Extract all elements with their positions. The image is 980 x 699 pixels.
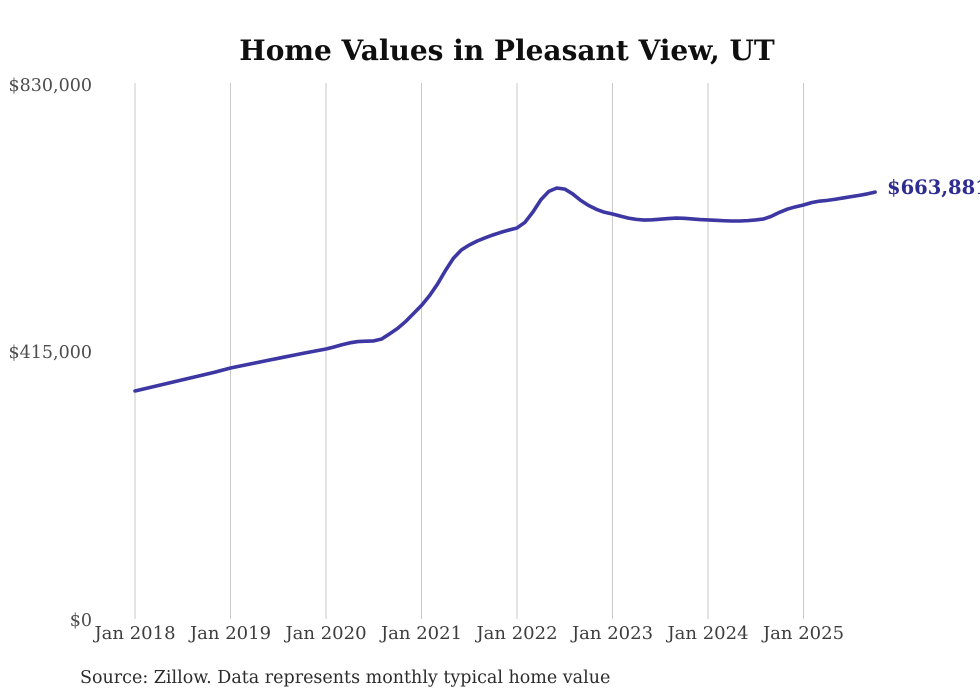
- y-axis-tick-label: $415,000: [8, 343, 92, 363]
- x-axis-tick-label: Jan 2020: [283, 623, 366, 644]
- x-axis-tick-label: Jan 2024: [665, 623, 748, 644]
- x-axis-tick-label: Jan 2019: [188, 623, 271, 644]
- chart-title: Home Values in Pleasant View, UT: [239, 34, 775, 67]
- y-axis-tick-label: $0: [70, 611, 92, 631]
- x-axis-tick-label: Jan 2022: [474, 623, 557, 644]
- gridlines: [134, 83, 804, 619]
- source-note: Source: Zillow. Data represents monthly …: [80, 668, 610, 688]
- x-axis-tick-label: Jan 2021: [379, 623, 462, 644]
- home-value-trend-line: [133, 186, 877, 393]
- x-axis-tick-label: Jan 2025: [761, 623, 844, 644]
- y-axis-tick-label: $830,000: [8, 76, 92, 96]
- current-value-label: $663,881: [887, 176, 980, 199]
- y-axis: $830,000 $415,000 $0: [8, 76, 92, 631]
- x-axis-tick-label: Jan 2023: [570, 623, 653, 644]
- x-axis: Jan 2018 Jan 2019 Jan 2020 Jan 2021 Jan …: [92, 623, 844, 644]
- x-axis-tick-label: Jan 2018: [92, 623, 175, 644]
